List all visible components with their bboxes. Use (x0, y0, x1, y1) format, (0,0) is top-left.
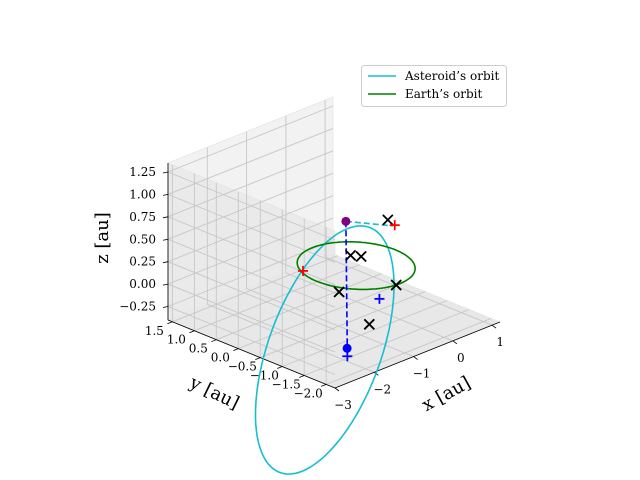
y-tick-label: −2.0 (294, 386, 323, 400)
z-tick (162, 194, 169, 196)
cross-marker (363, 318, 375, 330)
cross-marker (333, 286, 345, 298)
z-tick-label: 0.50 (129, 232, 156, 246)
z-tick (162, 261, 169, 264)
cross-marker (390, 279, 402, 291)
plus-marker (342, 351, 353, 362)
legend-asteroid-label: Asteroid’s orbit (404, 69, 499, 83)
x-tick (413, 356, 418, 360)
direction-segment (345, 220, 393, 227)
x-gridline (324, 100, 493, 326)
x-tick (334, 387, 340, 392)
cross-stroke (390, 279, 402, 291)
z-tick-label: −0.25 (119, 300, 156, 314)
cross-marker (355, 250, 367, 263)
y-tick (321, 384, 327, 387)
y-tick (189, 330, 195, 334)
z-tick-label: 1.00 (129, 187, 156, 201)
y-tick (277, 366, 283, 369)
dot-marker (342, 343, 352, 353)
z-tick-label: 0.75 (129, 210, 156, 224)
cross-stroke (382, 214, 394, 226)
y-axis-label: y [au] (185, 372, 242, 414)
y-tick (299, 375, 305, 378)
z-tick (162, 171, 169, 174)
x-tick (491, 324, 497, 329)
y-tick-label: 1.5 (145, 324, 164, 338)
y-tick-label: 1.0 (167, 333, 186, 347)
z-tick (162, 306, 169, 308)
z-tick-label: 0.00 (129, 277, 156, 291)
z-tick (162, 216, 169, 219)
x-tick-label: 1 (496, 335, 504, 349)
x-tick-label: 0 (457, 351, 465, 365)
x-gridline (206, 147, 375, 373)
y-tick-label: −0.5 (228, 360, 257, 374)
cross-marker (382, 214, 394, 226)
x-tick-label: −3 (334, 398, 352, 412)
cross-stroke (333, 286, 345, 298)
legend-earth-label: Earth’s orbit (405, 87, 482, 101)
z-tick-label: 1.25 (129, 165, 156, 179)
y-tick-label: 0.5 (189, 342, 208, 356)
z-tick (162, 238, 169, 241)
legend-box (361, 65, 507, 107)
earth-orbit-line (296, 241, 416, 291)
dot-marker (341, 216, 351, 226)
x-gridline (246, 131, 414, 358)
axis-lines (167, 163, 501, 389)
y-tick-label: 0.0 (211, 351, 230, 365)
cross-marker (344, 249, 357, 262)
y-tick (233, 348, 239, 352)
y-tick (255, 357, 261, 360)
axis-ticks: 1 0 −1 −2 −3 1.51.00.50.0−0.5−1.0−1.5−2.0 1.25… (119, 165, 504, 412)
legend: Asteroid’s orbit Earth’s orbit (361, 65, 507, 107)
direction-segment (345, 221, 349, 357)
x-tick-label: −2 (373, 382, 391, 396)
axes-panes (166, 96, 502, 389)
plus-marker (374, 293, 385, 304)
x-axis-line (334, 321, 501, 389)
x-tick-label: −1 (413, 367, 431, 381)
cross-stroke (344, 249, 357, 262)
y-axis-line (167, 319, 336, 389)
y-tick-label: −1.0 (250, 369, 279, 383)
z-tick (162, 283, 169, 286)
plus-marker (389, 220, 400, 231)
cross-stroke (363, 318, 375, 330)
y-tick (167, 321, 173, 325)
y-tick-label: −1.5 (272, 377, 301, 391)
x-gridline (285, 115, 454, 342)
z-tick-label: 0.25 (129, 255, 156, 269)
x-tick (452, 340, 458, 345)
event-markers (298, 214, 402, 362)
plus-marker (298, 265, 309, 276)
y-tick (211, 339, 217, 343)
cross-stroke (355, 250, 367, 263)
z-axis-label: z [au] (92, 212, 113, 264)
